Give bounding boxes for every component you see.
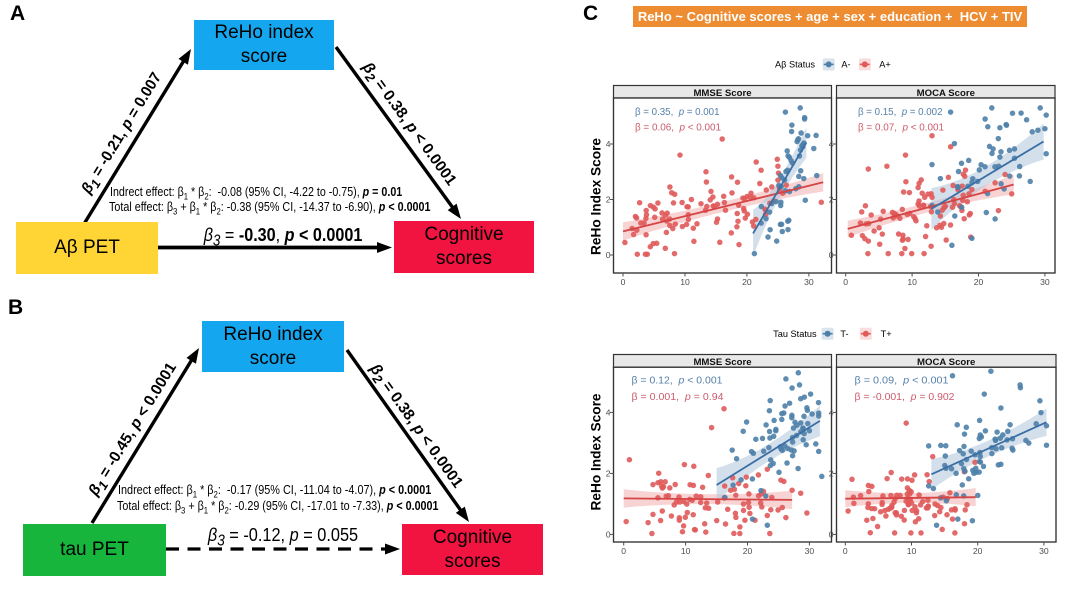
svg-text:0: 0: [843, 546, 848, 556]
svg-text:4: 4: [829, 408, 834, 418]
svg-text:20: 20: [973, 546, 983, 556]
svg-text:0: 0: [843, 277, 848, 287]
svg-text:β = 0.09, p < 0.001: β = 0.09, p < 0.001: [855, 376, 950, 387]
svg-text:30: 30: [805, 546, 815, 556]
svg-text:MOCA Score: MOCA Score: [917, 88, 975, 99]
svg-text:T+: T+: [881, 329, 892, 339]
svg-text:β = 0.35, p = 0.001: β = 0.35, p = 0.001: [635, 107, 720, 118]
svg-text:4: 4: [606, 408, 611, 418]
svg-text:20: 20: [742, 277, 752, 287]
svg-text:MOCA Score: MOCA Score: [917, 357, 975, 368]
svg-text:20: 20: [743, 546, 753, 556]
svg-text:4: 4: [606, 139, 611, 149]
svg-text:ReHo Index Score: ReHo Index Score: [588, 393, 604, 510]
svg-text:MMSE Score: MMSE Score: [693, 357, 751, 368]
svg-text:0: 0: [606, 530, 611, 540]
svg-text:Tau Status: Tau Status: [773, 329, 817, 339]
svg-text:β = 0.07, p < 0.001: β = 0.07, p < 0.001: [858, 122, 945, 133]
svg-text:0: 0: [606, 250, 611, 260]
svg-text:T-: T-: [840, 329, 848, 339]
svg-text:20: 20: [974, 277, 984, 287]
svg-text:A+: A+: [879, 60, 891, 70]
svg-text:MMSE Score: MMSE Score: [693, 88, 751, 99]
svg-text:A-: A-: [841, 60, 850, 70]
svg-text:30: 30: [1039, 546, 1049, 556]
svg-text:0: 0: [621, 277, 626, 287]
svg-text:β = 0.12, p < 0.001: β = 0.12, p < 0.001: [632, 376, 724, 387]
svg-text:0: 0: [829, 530, 834, 540]
svg-text:10: 10: [681, 546, 691, 556]
svg-text:2: 2: [606, 195, 611, 205]
svg-text:2: 2: [829, 195, 834, 205]
svg-text:10: 10: [907, 277, 917, 287]
svg-text:10: 10: [907, 546, 917, 556]
svg-text:30: 30: [804, 277, 814, 287]
svg-text:β = 0.06, p < 0.001: β = 0.06, p < 0.001: [635, 122, 722, 133]
svg-text:ReHo Index Score: ReHo Index Score: [588, 138, 604, 255]
svg-text:4: 4: [829, 139, 834, 149]
svg-text:β = 0.15, p = 0.002: β = 0.15, p = 0.002: [858, 107, 943, 118]
svg-text:2: 2: [829, 469, 834, 479]
svg-text:30: 30: [1040, 277, 1050, 287]
svg-text:10: 10: [680, 277, 690, 287]
svg-text:0: 0: [829, 250, 834, 260]
svg-text:0: 0: [621, 546, 626, 556]
svg-text:2: 2: [606, 469, 611, 479]
svg-text:β = 0.001, p = 0.94: β = 0.001, p = 0.94: [632, 392, 725, 403]
svg-text:β = -0.001, p = 0.902: β = -0.001, p = 0.902: [855, 392, 955, 403]
svg-text:Aβ Status: Aβ Status: [775, 60, 815, 70]
